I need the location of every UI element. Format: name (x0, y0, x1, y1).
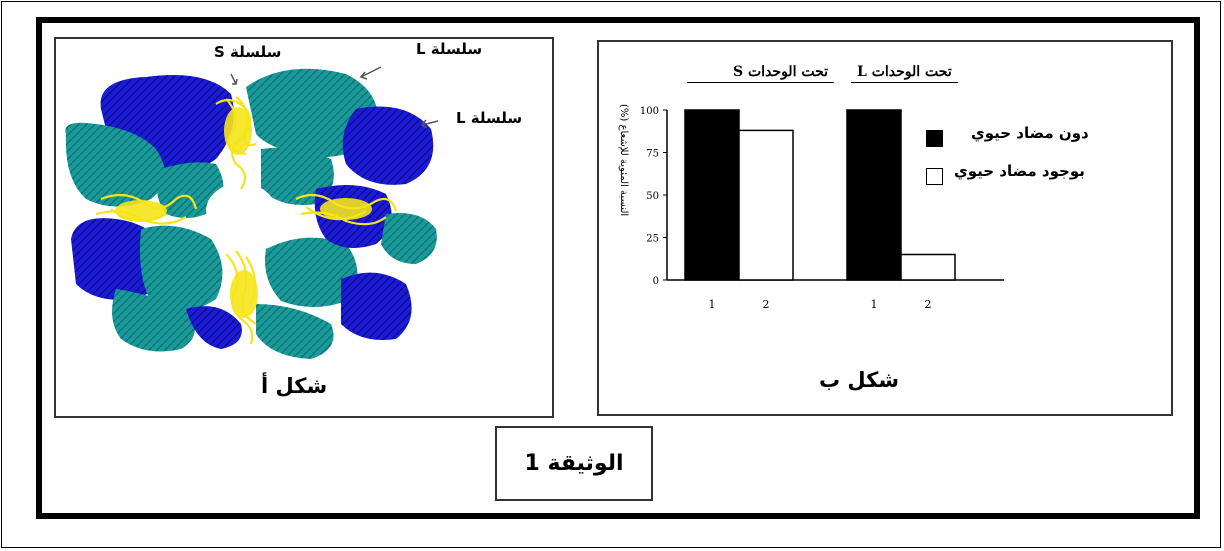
legend-without-label: دون مضاد حيوي (971, 124, 1089, 142)
x-tick-label: 2 (925, 298, 932, 311)
chain-l-right-label: سلسلة L (456, 109, 523, 127)
bar-2-1 (846, 109, 902, 281)
document-caption: الوثيقة 1 (495, 426, 653, 501)
document-frame (36, 17, 1200, 519)
x-tick-label: 1 (871, 298, 878, 311)
legend-swatch-without (926, 130, 943, 147)
chain-l-top-label: سلسلة L (416, 40, 483, 58)
x-tick-label: 1 (709, 298, 716, 311)
ribosome-illustration (65, 66, 439, 359)
figure-b-title: شكل ب (819, 368, 900, 392)
protein-subunit-teal (65, 122, 165, 207)
group-l-label: تحت الوحدات L (851, 64, 958, 83)
y-tick-label: 0 (653, 276, 659, 287)
legend-with-label: بوجود مضاد حيوي (954, 162, 1085, 180)
y-tick-label: 25 (646, 234, 659, 245)
chain-s-label: سلسلة S (214, 43, 282, 61)
group-s-label: تحت الوحدات S (687, 64, 835, 83)
y-tick-label: 75 (646, 149, 659, 160)
pointer-arrows (230, 66, 439, 129)
y-tick-label: 100 (640, 106, 659, 117)
figure-a-title: شكل أ (261, 374, 328, 398)
bar-chart: 0 25 50 75 100 1 2 1 2 (640, 106, 1004, 311)
bar-2-2 (900, 253, 956, 281)
figure-b-panel: تحت الوحدات S تحت الوحدات L النسبة المئو… (597, 40, 1173, 416)
figure-a-panel: سلسلة S سلسلة L سلسلة L شكل أ (54, 37, 554, 418)
bar-1-1 (684, 109, 740, 281)
legend-swatch-with (926, 168, 943, 185)
bar-1-2 (738, 129, 794, 281)
y-tick-label: 50 (646, 191, 659, 202)
x-tick-label: 2 (763, 298, 770, 311)
